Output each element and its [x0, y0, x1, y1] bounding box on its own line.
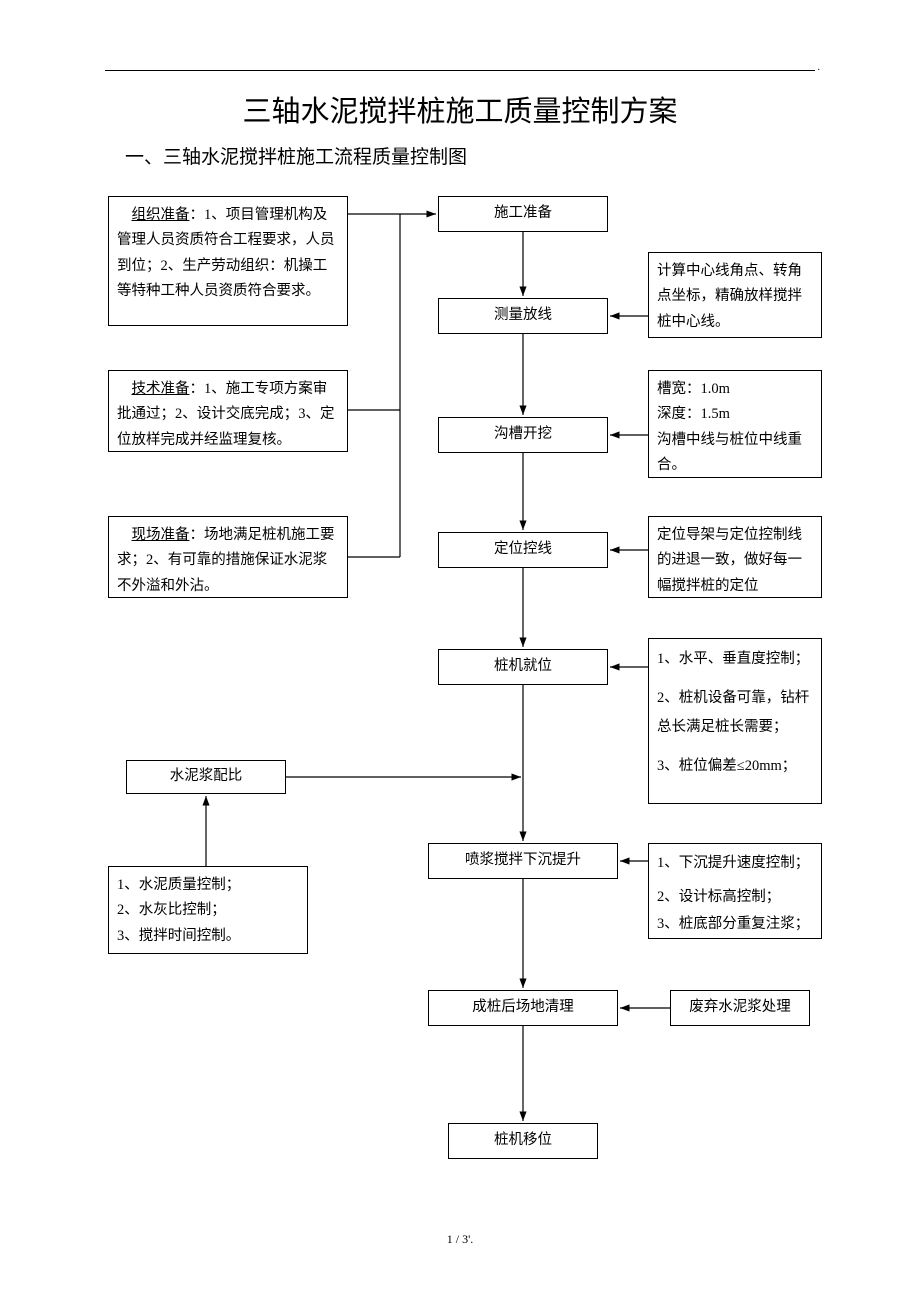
rigpos-l3: 3、桩位偏差≤20mm；: [657, 752, 813, 781]
ratio-note-l3: 3、搅拌时间控制。: [117, 924, 299, 949]
mix-l3: 3、桩底部分重复注浆；: [657, 911, 813, 939]
ratio-note-l2: 2、水灰比控制；: [117, 898, 299, 923]
flow-node-mix: 喷浆搅拌下沉提升: [428, 843, 618, 879]
right-node-cleanup: 废弃水泥浆处理: [670, 990, 810, 1026]
left-note-site-heading: 现场准备: [132, 527, 190, 543]
left-note-org: 组织准备：1、项目管理机构及管理人员资质符合工程要求，人员到位；2、生产劳动组织…: [108, 196, 348, 326]
mix-l2: 2、设计标高控制；: [657, 884, 813, 912]
flow-node-cleanup: 成桩后场地清理: [428, 990, 618, 1026]
flow-node-survey: 测量放线: [438, 298, 608, 334]
ratio-note-l1: 1、水泥质量控制；: [117, 873, 299, 898]
flow-node-trench: 沟槽开挖: [438, 417, 608, 453]
header-rule: [105, 70, 815, 71]
page: . 三轴水泥搅拌桩施工质量控制方案 一、三轴水泥搅拌桩施工流程质量控制图: [0, 0, 920, 1302]
left-node-ratio: 水泥浆配比: [126, 760, 286, 794]
flow-node-posline: 定位控线: [438, 532, 608, 568]
header-dot: .: [818, 62, 821, 73]
right-note-mix: 1、下沉提升速度控制； 2、设计标高控制； 3、桩底部分重复注浆；: [648, 843, 822, 939]
left-note-tech-heading: 技术准备: [132, 381, 190, 397]
left-note-org-heading: 组织准备: [132, 207, 190, 223]
flow-node-prep: 施工准备: [438, 196, 608, 232]
right-note-posline: 定位导架与定位控制线的进退一致，做好每一幅搅拌桩的定位: [648, 516, 822, 598]
mix-l1: 1、下沉提升速度控制；: [657, 850, 813, 878]
flow-node-rigpos: 桩机就位: [438, 649, 608, 685]
left-note-site: 现场准备：场地满足桩机施工要求；2、有可靠的措施保证水泥浆不外溢和外沾。: [108, 516, 348, 598]
trench-l1: 槽宽：1.0m: [657, 377, 813, 402]
page-title: 三轴水泥搅拌桩施工质量控制方案: [0, 88, 920, 130]
rigpos-l1: 1、水平、垂直度控制；: [657, 645, 813, 674]
page-number: 1 / 3'.: [0, 1232, 920, 1247]
flow-node-move: 桩机移位: [448, 1123, 598, 1159]
trench-l3: 沟槽中线与桩位中线重合。: [657, 428, 813, 479]
rigpos-l2: 2、桩机设备可靠，钻杆总长满足桩长需要；: [657, 684, 813, 742]
left-note-tech: 技术准备：1、施工专项方案审批通过；2、设计交底完成；3、定位放样完成并经监理复…: [108, 370, 348, 452]
right-note-trench: 槽宽：1.0m 深度：1.5m 沟槽中线与桩位中线重合。: [648, 370, 822, 478]
right-note-survey: 计算中心线角点、转角点坐标，精确放样搅拌桩中心线。: [648, 252, 822, 338]
left-note-ratio-detail: 1、水泥质量控制； 2、水灰比控制； 3、搅拌时间控制。: [108, 866, 308, 954]
section-heading: 一、三轴水泥搅拌桩施工流程质量控制图: [125, 142, 467, 169]
trench-l2: 深度：1.5m: [657, 402, 813, 427]
right-note-rigpos: 1、水平、垂直度控制； 2、桩机设备可靠，钻杆总长满足桩长需要； 3、桩位偏差≤…: [648, 638, 822, 804]
